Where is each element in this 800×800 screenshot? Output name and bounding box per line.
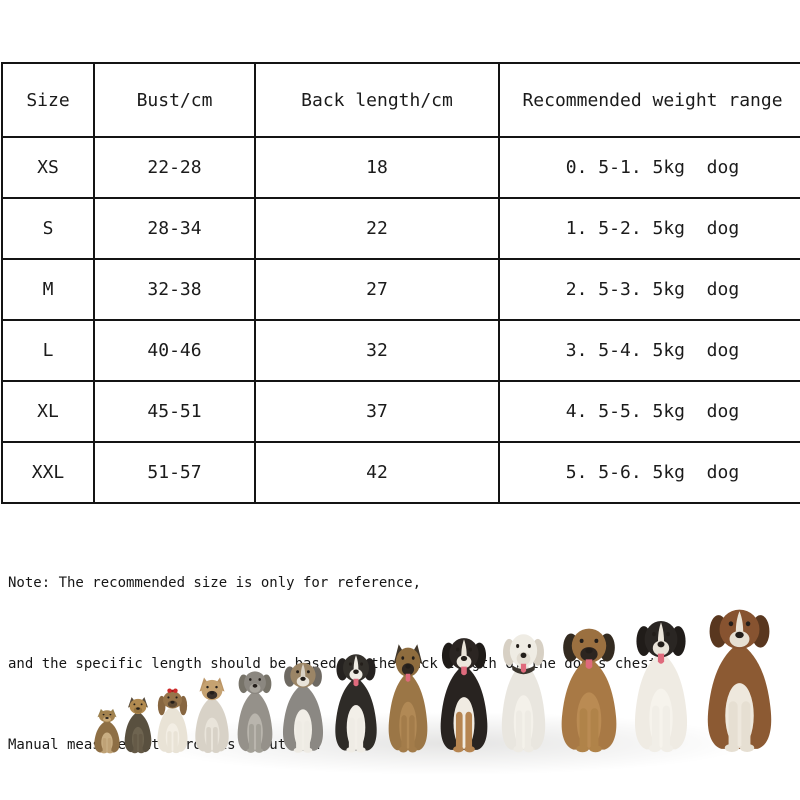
dog-shih-tzu [157,688,188,754]
table-header-row: Size Bust/cm Back length/cm Recommended … [1,62,800,138]
table-row: XXL 51-57 42 5. 5-6. 5kg dog [1,441,800,504]
cell-size: XL [1,380,95,443]
dog-australian-shepherd [282,662,324,753]
cell-weight: 4. 5-5. 5kg dog [498,380,800,443]
header-back-length: Back length/cm [254,62,500,138]
table-row: XS 22-28 18 0. 5-1. 5kg dog [1,136,800,199]
dog-yorkshire-terrier [124,697,152,754]
table-row: XL 45-51 37 4. 5-5. 5kg dog [1,380,800,443]
header-size: Size [1,62,95,138]
dog-schnauzer [237,671,273,753]
cell-size: XXL [1,441,95,504]
cell-back-length: 42 [254,441,500,504]
dog-malinois [388,644,428,753]
dog-chihuahua [94,708,120,754]
dog-st-bernard [707,609,772,752]
cell-bust: 51-57 [93,441,256,504]
cell-size: M [1,258,95,321]
table-row: S 28-34 22 1. 5-2. 5kg dog [1,197,800,260]
cell-back-length: 32 [254,319,500,382]
cell-weight: 3. 5-4. 5kg dog [498,319,800,382]
cell-back-length: 27 [254,258,500,321]
cell-size: L [1,319,95,382]
cell-back-length: 18 [254,136,500,199]
cell-weight: 1. 5-2. 5kg dog [498,197,800,260]
cell-weight: 2. 5-3. 5kg dog [498,258,800,321]
dog-white-boxer [501,634,546,753]
dog-landseer [634,621,688,753]
cell-size: S [1,197,95,260]
note-line-1: Note: The recommended size is only for r… [8,575,422,591]
dog-griffon [195,677,229,753]
table-row: M 32-38 27 2. 5-3. 5kg dog [1,258,800,321]
cell-bust: 40-46 [93,319,256,382]
dog-mastiff [561,628,617,753]
header-bust: Bust/cm [93,62,256,138]
dog-lineup [88,602,798,754]
cell-back-length: 22 [254,197,500,260]
cell-bust: 32-38 [93,258,256,321]
table-row: L 40-46 32 3. 5-4. 5kg dog [1,319,800,382]
cell-weight: 5. 5-6. 5kg dog [498,441,800,504]
dog-swiss-mountain-dog [440,638,488,753]
cell-weight: 0. 5-1. 5kg dog [498,136,800,199]
cell-bust: 28-34 [93,197,256,260]
cell-size: XS [1,136,95,199]
header-weight-range: Recommended weight range [498,62,800,138]
cell-bust: 22-28 [93,136,256,199]
size-table: Size Bust/cm Back length/cm Recommended … [1,62,800,504]
cell-bust: 45-51 [93,380,256,443]
cell-back-length: 37 [254,380,500,443]
dog-border-collie [335,654,377,753]
